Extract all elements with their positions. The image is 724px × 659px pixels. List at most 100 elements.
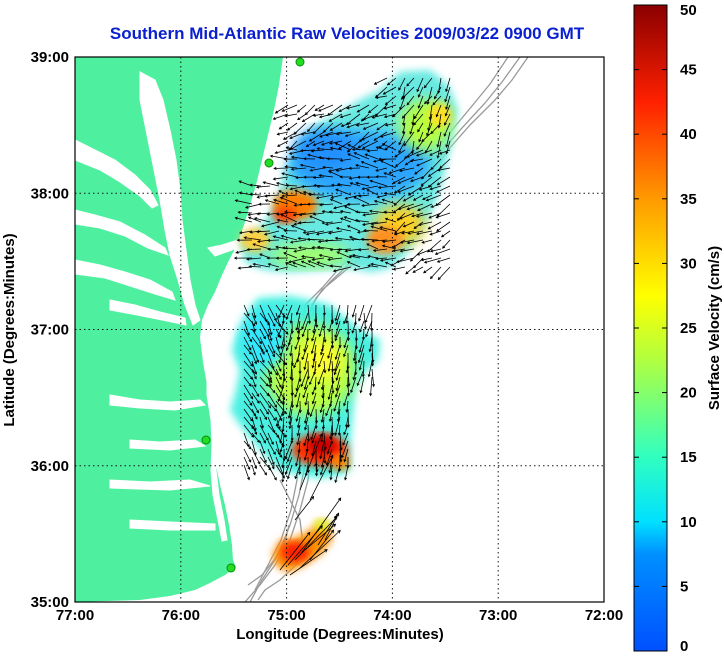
velocity-vector <box>445 140 451 155</box>
velocity-vector <box>304 416 309 431</box>
velocity-vector <box>344 194 361 200</box>
velocity-vector <box>286 122 298 131</box>
velocity-vector <box>420 176 433 187</box>
velocity-vector <box>328 210 343 214</box>
velocity-vector <box>275 328 282 339</box>
velocity-vector <box>319 203 334 207</box>
colorbar-tick-label: 25 <box>680 320 697 337</box>
velocity-vector <box>301 344 309 361</box>
velocity-vector <box>436 140 442 159</box>
velocity-vector <box>329 464 333 481</box>
longitude-tick-label: 74:00 <box>373 607 411 624</box>
velocity-vector <box>326 157 343 161</box>
velocity-vector <box>334 304 341 322</box>
velocity-vector <box>359 376 365 394</box>
velocity-vector <box>303 157 316 161</box>
velocity-vector <box>267 304 277 322</box>
velocity-vector <box>281 464 285 483</box>
velocity-vector <box>267 440 276 456</box>
velocity-vector <box>310 336 317 355</box>
velocity-vector <box>329 198 343 205</box>
velocity-vector <box>255 230 271 234</box>
velocity-vector <box>343 424 349 436</box>
velocity-vector <box>267 392 277 408</box>
velocity-vector <box>300 260 316 268</box>
velocity-vector <box>416 140 424 151</box>
velocity-vector <box>274 149 289 154</box>
velocity-vector <box>259 416 264 429</box>
velocity-vector <box>423 257 442 264</box>
velocity-vector <box>281 246 298 250</box>
velocity-vector <box>394 230 406 236</box>
velocity-vector <box>251 344 260 363</box>
velocity-vector <box>301 320 309 338</box>
velocity-vector <box>298 212 316 217</box>
velocity-vector <box>355 164 370 169</box>
velocity-vector <box>402 122 406 135</box>
velocity-vector <box>351 147 370 152</box>
velocity-vector <box>362 212 379 217</box>
velocity-vector <box>267 456 275 470</box>
velocity-vector <box>328 320 333 333</box>
velocity-vector <box>320 376 325 391</box>
velocity-vector <box>234 199 253 205</box>
velocity-vector <box>376 122 388 131</box>
velocity-vector <box>294 336 301 350</box>
velocity-vector <box>398 131 406 146</box>
velocity-vector <box>244 203 262 209</box>
velocity-vector <box>429 266 442 280</box>
velocity-vector <box>243 384 254 400</box>
velocity-vector <box>281 172 298 178</box>
velocity-vector <box>251 448 261 465</box>
velocity-vector <box>409 158 424 163</box>
velocity-vector <box>381 239 397 244</box>
velocity-vector <box>283 229 298 233</box>
velocity-vector <box>369 376 373 397</box>
velocity-vector <box>402 194 415 202</box>
velocity-vector <box>310 424 317 441</box>
velocity-vector <box>328 170 343 178</box>
velocity-vector <box>267 408 276 421</box>
velocity-vector <box>379 131 397 138</box>
velocity-vector <box>356 230 370 234</box>
velocity-vector <box>259 312 271 326</box>
velocity-vector <box>358 194 370 198</box>
velocity-vector <box>346 261 361 268</box>
velocity-vector <box>285 183 298 187</box>
velocity-vector <box>267 432 274 446</box>
colorbar-tick-label: 35 <box>680 191 697 208</box>
velocity-vector <box>300 255 316 259</box>
velocity-vector <box>293 248 307 253</box>
velocity-vector <box>251 392 260 404</box>
velocity-vector <box>259 328 266 340</box>
velocity-vector <box>324 512 340 541</box>
velocity-vector <box>355 181 370 187</box>
velocity-vector <box>295 408 301 423</box>
velocity-vector <box>233 256 253 260</box>
colorbar-tick-label: 50 <box>680 2 697 19</box>
velocity-vector <box>296 432 301 446</box>
velocity-vector <box>251 424 258 436</box>
velocity-vector <box>259 432 266 444</box>
velocity-vector <box>392 239 406 248</box>
velocity-vector <box>263 230 280 236</box>
velocity-vector <box>251 304 257 319</box>
velocity-vector <box>436 167 451 172</box>
velocity-vector <box>267 448 275 466</box>
velocity-vector <box>361 203 379 207</box>
velocity-vector <box>382 86 397 95</box>
velocity-vector <box>422 194 433 200</box>
velocity-vector <box>410 176 424 182</box>
velocity-vector <box>427 221 442 230</box>
velocity-vector <box>315 194 334 200</box>
velocity-vector <box>354 219 370 223</box>
velocity-vector <box>346 202 361 206</box>
longitude-tick-label: 75:00 <box>267 607 305 624</box>
velocity-vector <box>444 86 451 103</box>
velocity-vector <box>327 352 333 372</box>
velocity-vector <box>368 209 388 214</box>
velocity-vector <box>281 104 298 112</box>
velocity-vector <box>259 376 269 387</box>
velocity-vector <box>430 203 442 208</box>
velocity-vector <box>243 376 252 387</box>
